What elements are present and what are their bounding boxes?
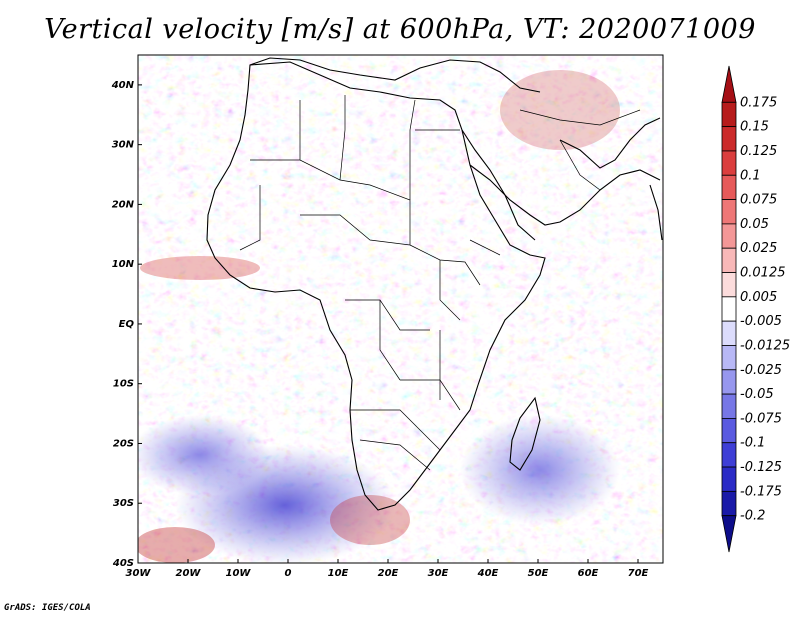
lat-tick-label: 10N — [112, 259, 135, 270]
colorbar-label: -0.0125 — [740, 338, 790, 353]
colorbar-label: 0.025 — [740, 241, 777, 256]
colorbar-swatch — [721, 515, 737, 553]
map-border — [137, 54, 664, 564]
colorbar-swatch — [721, 345, 737, 371]
colorbar-label: 0.0125 — [740, 266, 786, 281]
grads-credit: GrADS: IGES/COLA — [4, 603, 91, 613]
colorbar-label: -0.1 — [740, 436, 765, 451]
colorbar-label: -0.05 — [740, 387, 774, 402]
colorbar-swatch — [721, 320, 737, 346]
lon-tick-label: 10W — [226, 568, 252, 579]
colorbar-swatch — [721, 247, 737, 273]
lat-tick-label: 10S — [113, 379, 134, 390]
colorbar-swatch — [721, 418, 737, 444]
madagascar-coastline — [509, 396, 541, 471]
arabian-peninsula-coastline — [469, 164, 661, 226]
colorbar-swatch — [721, 490, 737, 517]
lat-tick-label: 40S — [112, 558, 134, 569]
lon-tick-label: 30W — [126, 568, 152, 579]
lon-tick-label: 40E — [477, 568, 499, 579]
lon-tick-label: 70E — [628, 568, 649, 579]
longitude-axis: 30W 20W 10W 0 10E 20E 30E 40E 50E 60E 70E — [126, 559, 649, 579]
colorbar-swatch — [721, 296, 737, 322]
lat-tick-label: 30N — [112, 140, 135, 151]
lat-tick-label: 40N — [111, 80, 135, 91]
lon-tick-label: 20W — [176, 568, 202, 579]
colorbar-swatch — [721, 466, 737, 492]
colorbar-swatch — [721, 126, 737, 152]
colorbar-label: 0.15 — [740, 120, 769, 135]
colorbar-swatch — [721, 393, 737, 419]
colorbar-label: 0.075 — [740, 193, 777, 208]
colorbar-swatch — [721, 369, 737, 395]
colorbar-swatch — [721, 442, 737, 468]
colorbar-swatch — [721, 101, 737, 128]
colorbar: 0.175 0.15 0.125 0.1 0.075 0.05 0.025 0.0125 0.0… — [721, 65, 790, 553]
lon-tick-label: 10E — [328, 568, 349, 579]
colorbar-label: -0.125 — [740, 460, 782, 475]
europe-coastline — [249, 57, 541, 93]
colorbar-label: 0.125 — [740, 144, 777, 159]
lat-tick-label: 30S — [113, 498, 134, 509]
colorbar-label: -0.005 — [740, 314, 782, 329]
country-borders — [239, 95, 641, 471]
colorbar-label: 0.1 — [740, 168, 761, 183]
chart-title: Vertical velocity [m/s] at 600hPa, VT: 2… — [44, 14, 756, 45]
lat-tick-label: 20S — [113, 438, 134, 449]
colorbar-swatch — [721, 272, 737, 298]
lat-tick-label: EQ — [119, 319, 135, 330]
colorbar-swatch — [721, 223, 737, 249]
colorbar-label: -0.2 — [740, 509, 765, 524]
lat-tick-label: 20N — [112, 199, 135, 210]
latitude-axis: 40N 30N 20N 10N EQ 10S 20S 30S 40S — [111, 80, 142, 569]
colorbar-swatch — [721, 65, 737, 103]
colorbar-label: -0.175 — [740, 484, 782, 499]
colorbar-label: 0.005 — [740, 290, 777, 305]
red-sea-coastline — [461, 129, 536, 241]
colorbar-label: -0.075 — [740, 411, 782, 426]
lon-tick-label: 60E — [578, 568, 599, 579]
lon-tick-label: 0 — [285, 568, 292, 579]
lon-tick-label: 50E — [528, 568, 549, 579]
colorbar-label: -0.025 — [740, 363, 782, 378]
colorbar-swatch — [721, 150, 737, 176]
colorbar-swatch — [721, 174, 737, 200]
persian-gulf-coastline — [559, 117, 661, 169]
india-coastline — [649, 184, 663, 241]
colorbar-label: 0.175 — [740, 95, 777, 110]
lon-tick-label: 30E — [428, 568, 449, 579]
colorbar-label: 0.05 — [740, 217, 769, 232]
colorbar-swatch — [721, 199, 737, 225]
coastlines — [206, 57, 663, 511]
vertical-velocity-field — [138, 55, 663, 563]
lon-tick-label: 20E — [378, 568, 399, 579]
africa-coastline — [206, 61, 546, 511]
